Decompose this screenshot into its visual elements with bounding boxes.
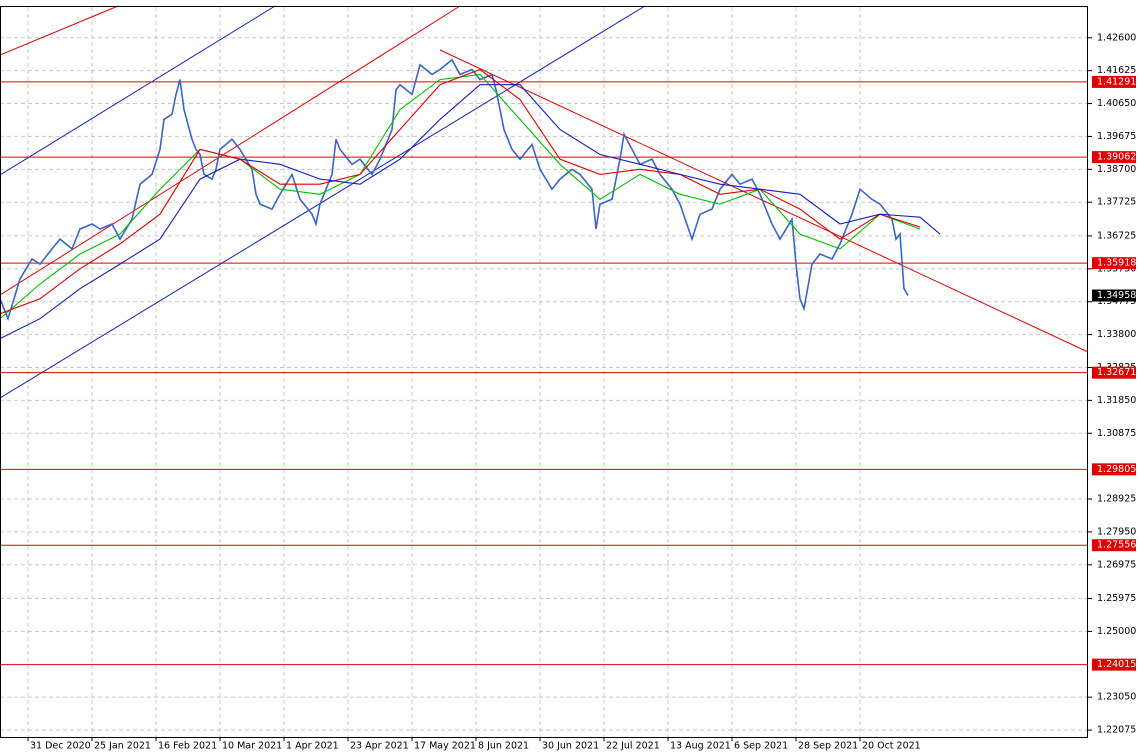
channel-line bbox=[0, 5, 461, 296]
y-tick-label: 1.30875 bbox=[1097, 428, 1136, 439]
trend-lines bbox=[0, 5, 1089, 399]
y-tick-label: 1.31850 bbox=[1097, 395, 1136, 406]
x-tick-label: 17 May 2021 bbox=[414, 741, 476, 752]
x-tick-label: 30 Jun 2021 bbox=[542, 741, 599, 752]
channel-line bbox=[0, 5, 276, 176]
plot bbox=[0, 58, 1088, 666]
level-label: 1.32671 bbox=[1097, 367, 1136, 378]
x-tick-label: 6 Sep 2021 bbox=[734, 741, 788, 752]
x-tick-label: 28 Sep 2021 bbox=[798, 741, 858, 752]
y-tick-label: 1.28925 bbox=[1097, 494, 1136, 505]
level-label-box bbox=[1092, 658, 1136, 671]
level-label: 1.29805 bbox=[1097, 464, 1136, 475]
x-tick-label: 22 Jul 2021 bbox=[606, 741, 660, 752]
moving-average bbox=[0, 84, 941, 340]
x-tick-label: 20 Oct 2021 bbox=[862, 741, 921, 752]
last-price-label: 1.34958 bbox=[1097, 290, 1136, 301]
level-label: 1.39062 bbox=[1097, 152, 1136, 163]
last-price-box bbox=[1092, 289, 1136, 302]
level-label-box bbox=[1092, 366, 1136, 379]
y-tick-label: 1.26975 bbox=[1097, 559, 1136, 570]
y-tick-label: 1.39675 bbox=[1097, 131, 1136, 142]
level-label-box bbox=[1092, 75, 1136, 88]
y-tick-label: 1.40650 bbox=[1097, 98, 1136, 109]
level-label-box bbox=[1092, 151, 1136, 164]
y-tick-label: 1.42600 bbox=[1097, 32, 1136, 43]
level-label-box bbox=[1092, 463, 1136, 476]
plot-frame bbox=[0, 6, 1088, 738]
y-tick-label: 1.34775 bbox=[1097, 296, 1136, 307]
x-tick-label: 31 Dec 2020 bbox=[30, 741, 91, 752]
level-label: 1.24015 bbox=[1097, 659, 1136, 670]
y-tick-label: 1.25975 bbox=[1097, 593, 1136, 604]
y-tick-label: 1.37725 bbox=[1097, 197, 1136, 208]
x-tick-label: 23 Apr 2021 bbox=[350, 741, 409, 752]
y-tick-label: 1.38700 bbox=[1097, 164, 1136, 175]
y-tick-label: 1.36725 bbox=[1097, 230, 1136, 241]
moving-average bbox=[0, 68, 921, 315]
channel-line bbox=[0, 5, 119, 56]
y-tick-label: 1.23050 bbox=[1097, 692, 1136, 703]
x-tick-label: 8 Jun 2021 bbox=[478, 741, 529, 752]
axis: 1.42600 1.41625 1.40650 1.39675 1.38700 1.377… bbox=[27, 32, 1136, 752]
price-line bbox=[0, 58, 909, 322]
level-label-box bbox=[1092, 257, 1136, 270]
level-label-box bbox=[1092, 539, 1136, 552]
y-tick-label: 1.25000 bbox=[1097, 626, 1136, 637]
y-tick-label: 1.27950 bbox=[1097, 526, 1136, 537]
x-tick-label: 13 Aug 2021 bbox=[670, 741, 731, 752]
downtrend-line bbox=[439, 49, 1089, 353]
x-tick-label: 25 Jan 2021 bbox=[94, 741, 151, 752]
x-tick-label: 1 Apr 2021 bbox=[286, 741, 339, 752]
level-label: 1.35918 bbox=[1097, 258, 1136, 269]
channel-line bbox=[0, 5, 646, 399]
y-tick-label: 1.41625 bbox=[1097, 65, 1136, 76]
x-tick-label: 10 Mar 2021 bbox=[222, 741, 282, 752]
y-tick-label: 1.33800 bbox=[1097, 329, 1136, 340]
level-label: 1.27556 bbox=[1097, 540, 1136, 551]
y-tick-label: 1.22075 bbox=[1097, 725, 1136, 736]
level-label: 1.41291 bbox=[1097, 76, 1136, 87]
x-tick-label: 16 Feb 2021 bbox=[158, 741, 217, 752]
